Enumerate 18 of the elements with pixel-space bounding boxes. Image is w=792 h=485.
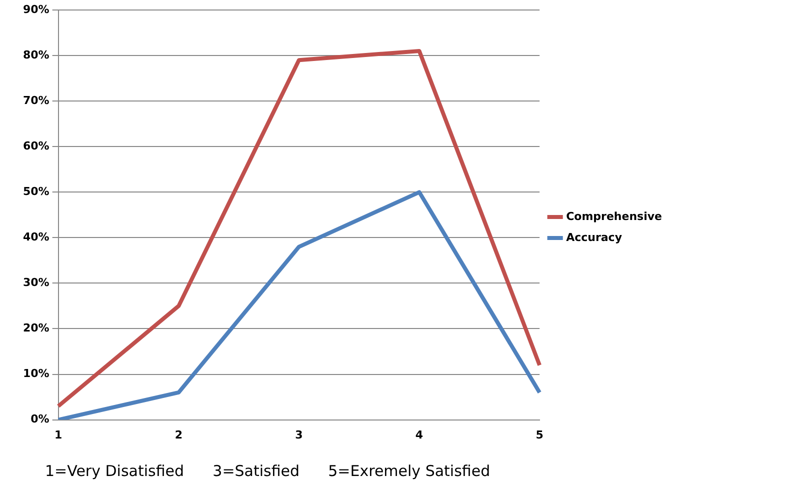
x-tick-label: 3 xyxy=(295,428,303,442)
y-tick-label: 80% xyxy=(22,48,50,62)
y-tick-label: 40% xyxy=(22,230,50,244)
y-tick-label: 10% xyxy=(22,367,50,380)
y-tick-label: 60% xyxy=(22,139,50,152)
x-tick-label: 4 xyxy=(415,428,424,442)
y-tick-label: 90% xyxy=(22,2,50,16)
x-tick-label: 1 xyxy=(54,428,62,442)
legend-label: Accuracy xyxy=(566,230,622,244)
x-tick-label: 2 xyxy=(174,428,182,442)
text: 1=Very Disatisfied 3=Satisfied 5=Exremely Satisfied xyxy=(45,462,490,480)
y-tick-label: 0% xyxy=(30,412,50,426)
y-tick-label: 50% xyxy=(22,184,50,198)
y-tick-label: 20% xyxy=(22,322,50,335)
y-tick-label: 70% xyxy=(22,94,50,107)
x-tick-label: 5 xyxy=(536,428,544,442)
legend-label: Comprehensive xyxy=(566,210,662,223)
y-tick-label: 30% xyxy=(22,276,50,290)
